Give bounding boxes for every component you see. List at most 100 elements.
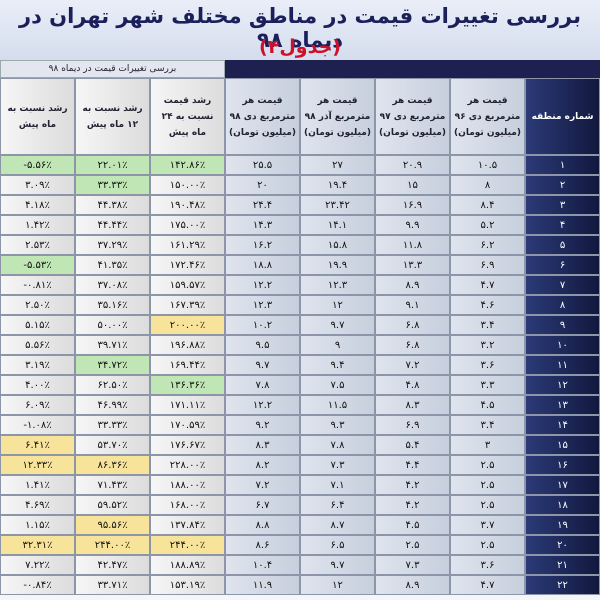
table-cell: ۸.۳: [375, 395, 450, 415]
table-cell: ۱۷۰.۵۹٪: [150, 415, 225, 435]
table-cell: ۱۳۷.۸۴٪: [150, 515, 225, 535]
table-cell: ۱۶۷.۳۹٪: [150, 295, 225, 315]
table-cell: ۴.۲: [375, 495, 450, 515]
table-cell: ۱۶۸.۰۰٪: [150, 495, 225, 515]
table-cell: ۹.۳: [300, 415, 375, 435]
table-cell: ۴.۴: [375, 455, 450, 475]
table-cell: ۴۱.۳۵٪: [75, 255, 150, 275]
table-cell: ۱۴.۳: [225, 215, 300, 235]
table-cell: ۳.۳: [450, 375, 525, 395]
row-label: ۱۱: [525, 355, 600, 375]
table-cell: ۴.۷: [450, 275, 525, 295]
row-label: ۹: [525, 315, 600, 335]
table-cell: ۳۷.۰۸٪: [75, 275, 150, 295]
table-cell: ۵.۴: [375, 435, 450, 455]
table-cell: ۳.۴: [450, 415, 525, 435]
table-cell: ۷.۲: [375, 355, 450, 375]
table-cell: ۶.۹: [375, 415, 450, 435]
table-cell: ۳۲.۳۱٪: [0, 535, 75, 555]
table-cell: ۵۰.۰۰٪: [75, 315, 150, 335]
table-cell: ۷.۵: [300, 375, 375, 395]
table-cell: ۱۷۱.۱۱٪: [150, 395, 225, 415]
table-cell: -۵.۵۶٪: [0, 155, 75, 175]
table-cell: ۶.۷: [225, 495, 300, 515]
column-header: رشد نسبت به ماه پیش: [0, 78, 75, 155]
table-cell: ۷.۳: [300, 455, 375, 475]
table-cell: ۲.۵: [375, 535, 450, 555]
table-cell: ۹.۷: [225, 355, 300, 375]
table-cell: ۱۵.۸: [300, 235, 375, 255]
table-cell: ۳.۷: [450, 515, 525, 535]
table-cell: ۱۲.۲: [225, 395, 300, 415]
table-cell: ۴۶.۹۹٪: [75, 395, 150, 415]
table-cell: ۶.۸: [375, 335, 450, 355]
title-banner: بررسی تغییرات قیمت در مناطق مختلف شهر ته…: [0, 0, 600, 78]
table-cell: ۳.۶: [450, 555, 525, 575]
table-cell: ۶.۸: [375, 315, 450, 335]
table-cell: ۵۳.۷۰٪: [75, 435, 150, 455]
table-cell: ۸۶.۳۶٪: [75, 455, 150, 475]
table-cell: ۷.۲: [225, 475, 300, 495]
table-cell: ۶۲.۵۰٪: [75, 375, 150, 395]
table-cell: ۷.۱: [300, 475, 375, 495]
table-caption: بررسی تغییرات قیمت در دیماه ۹۸: [0, 60, 225, 78]
row-label: ۱۵: [525, 435, 600, 455]
table-cell: ۳.۱۹٪: [0, 355, 75, 375]
table-cell: ۱۱.۵: [300, 395, 375, 415]
row-label: ۴: [525, 215, 600, 235]
table-cell: ۹.۵: [225, 335, 300, 355]
table-cell: ۹.۲: [225, 415, 300, 435]
table-cell: -۰.۸۱٪: [0, 275, 75, 295]
table-cell: ۱۱.۹: [225, 575, 300, 595]
table-cell: -۵.۵۳٪: [0, 255, 75, 275]
table-cell: ۱۷۶.۶۷٪: [150, 435, 225, 455]
table-cell: ۳۳.۷۱٪: [75, 575, 150, 595]
table-cell: ۲.۵۰٪: [0, 295, 75, 315]
table-cell: ۴.۶۹٪: [0, 495, 75, 515]
table-cell: ۱۵۰.۰۰٪: [150, 175, 225, 195]
table-cell: ۱۰.۴: [225, 555, 300, 575]
table-cell: ۱۲: [300, 295, 375, 315]
column-header: شماره منطقه: [525, 78, 600, 155]
table-cell: ۶.۹: [450, 255, 525, 275]
column-header: قیمت هر مترمربع آذر ۹۸ (میلیون تومان): [300, 78, 375, 155]
table-cell: ۲.۵: [450, 495, 525, 515]
table-cell: ۳.۴: [450, 315, 525, 335]
column-header: قیمت هر مترمربع دی ۹۶ (میلیون تومان): [450, 78, 525, 155]
row-label: ۱۹: [525, 515, 600, 535]
table-cell: ۹۵.۵۶٪: [75, 515, 150, 535]
table-cell: ۱۲.۲: [225, 275, 300, 295]
table-cell: ۶.۴۱٪: [0, 435, 75, 455]
table-cell: ۱۲: [300, 575, 375, 595]
table-cell: ۳۴.۷۲٪: [75, 355, 150, 375]
row-label: ۱۶: [525, 455, 600, 475]
table-cell: ۲.۵: [450, 455, 525, 475]
table-cell: ۱۸.۸: [225, 255, 300, 275]
row-label: ۱۸: [525, 495, 600, 515]
column-header: رشد قیمت نسبت به ۲۴ ماه پیش: [150, 78, 225, 155]
table-cell: ۱۵۳.۱۹٪: [150, 575, 225, 595]
table-cell: ۳۵.۱۶٪: [75, 295, 150, 315]
table-cell: ۱۹.۹: [300, 255, 375, 275]
table-cell: ۱۱.۸: [375, 235, 450, 255]
table-cell: ۹.۴: [300, 355, 375, 375]
row-label: ۲۰: [525, 535, 600, 555]
table-cell: ۲۰۰.۰۰٪: [150, 315, 225, 335]
table-cell: ۴۴.۴۴٪: [75, 215, 150, 235]
table-cell: ۸.۳: [225, 435, 300, 455]
table-cell: ۲۴.۴: [225, 195, 300, 215]
table-cell: ۱۳.۳: [375, 255, 450, 275]
table-cell: ۱۹۰.۴۸٪: [150, 195, 225, 215]
table-cell: -۰.۸۴٪: [0, 575, 75, 595]
row-label: ۱: [525, 155, 600, 175]
table-cell: ۱۲.۳: [300, 275, 375, 295]
row-label: ۵: [525, 235, 600, 255]
table-cell: ۵.۵۶٪: [0, 335, 75, 355]
table-cell: ۴.۰۰٪: [0, 375, 75, 395]
table-cell: ۸.۶: [225, 535, 300, 555]
table-cell: ۱۲.۳: [225, 295, 300, 315]
table-cell: ۸.۲: [225, 455, 300, 475]
table-cell: ۷.۸: [225, 375, 300, 395]
table-cell: ۴.۲: [375, 475, 450, 495]
